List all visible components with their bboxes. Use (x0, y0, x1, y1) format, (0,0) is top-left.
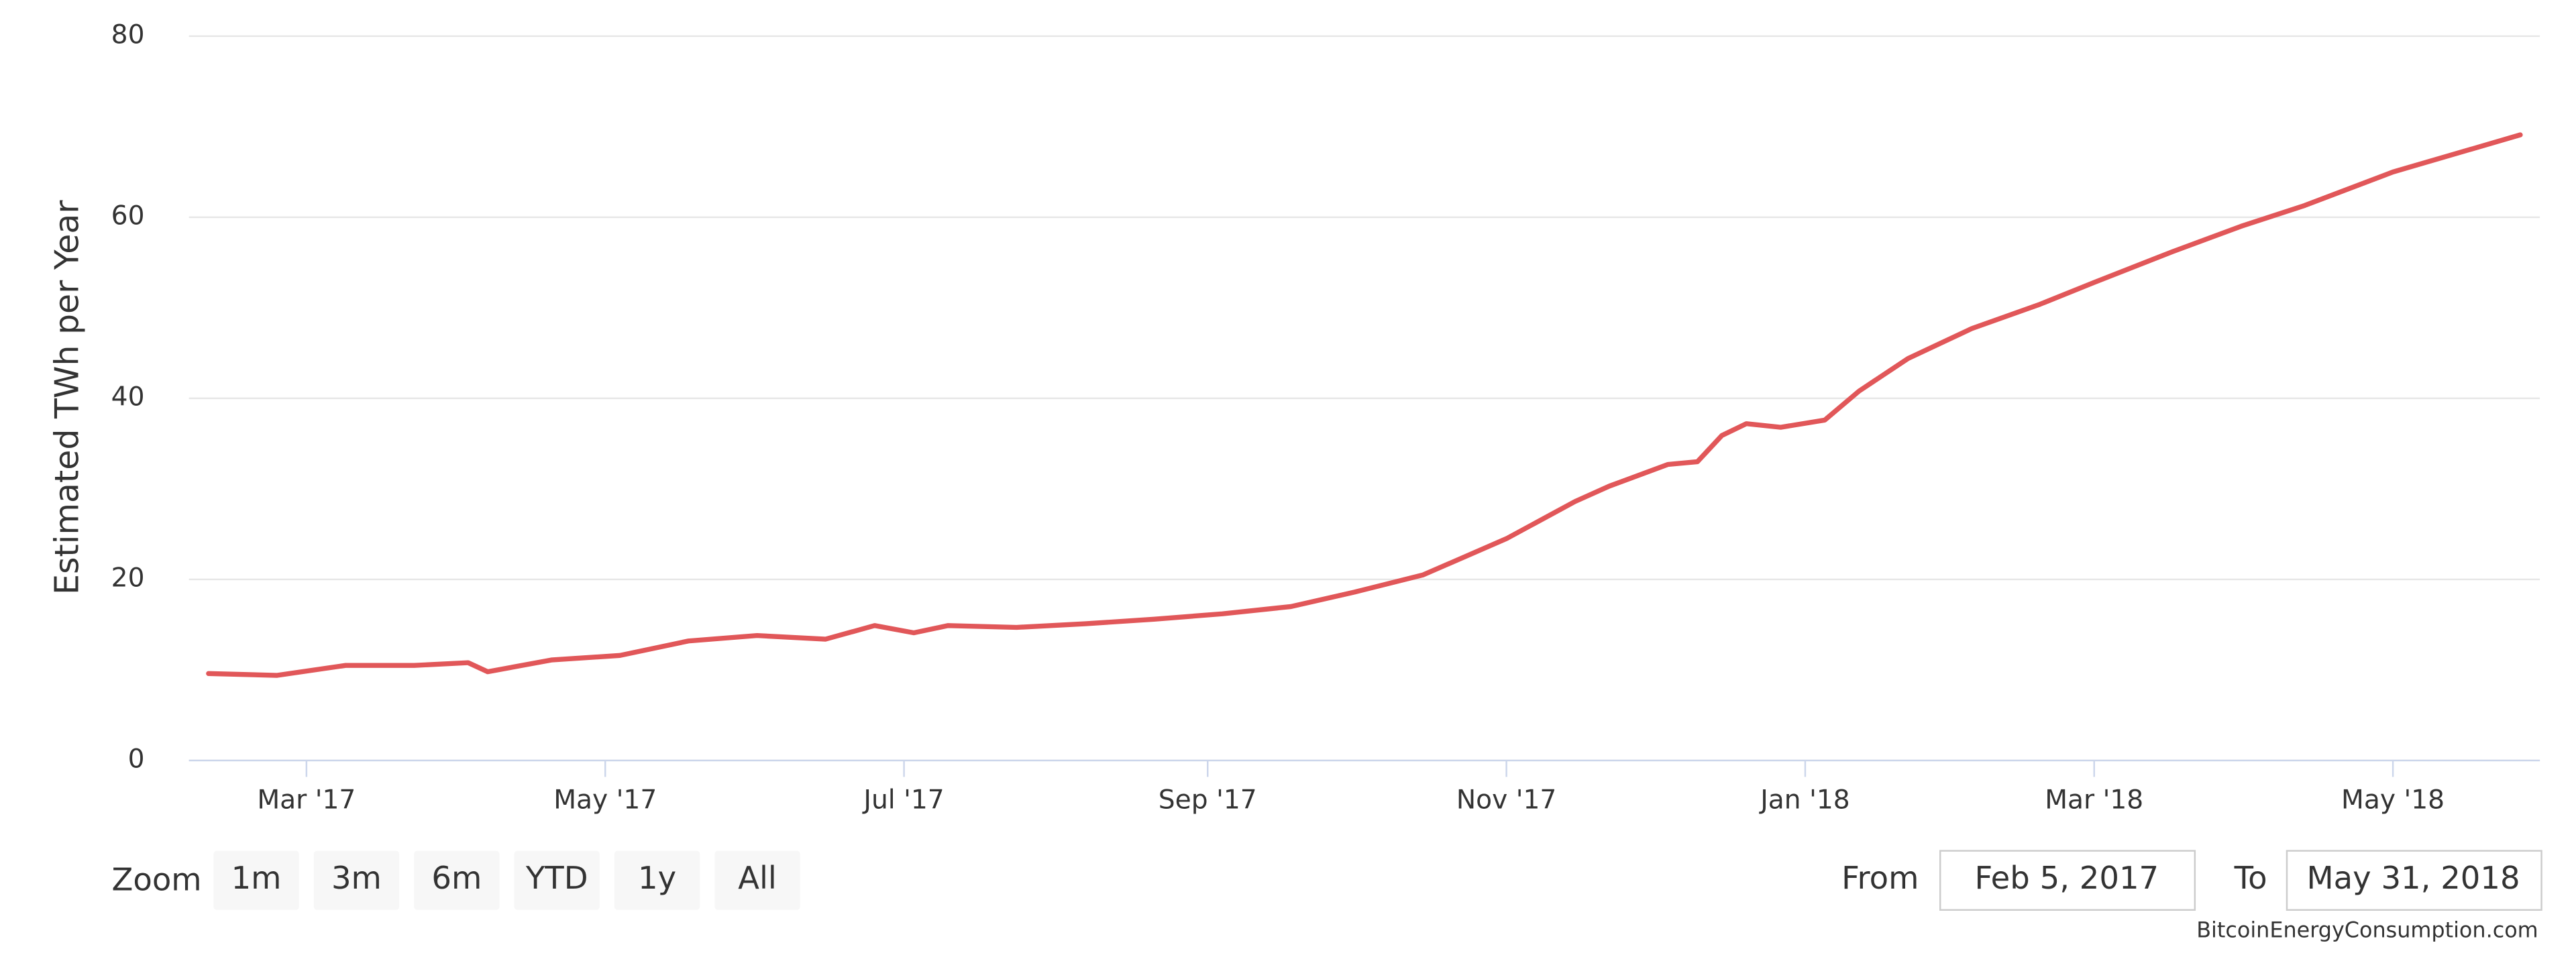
y-tick-label: 80 (111, 19, 145, 50)
to-input[interactable] (2286, 850, 2542, 911)
y-tick-label: 0 (128, 744, 145, 774)
x-tick-label: Jul '17 (861, 785, 944, 816)
zoom-button (714, 850, 800, 910)
to-value[interactable]: May 31, 2018 (2307, 860, 2520, 896)
y-tick-label: 60 (111, 201, 145, 231)
zoom-button-label[interactable]: 1m (231, 860, 282, 896)
from-input[interactable] (1939, 850, 2196, 911)
zoom-button-label[interactable]: 3m (331, 860, 382, 896)
x-tick-label: Nov '17 (1456, 785, 1557, 816)
zoom-button[interactable] (313, 850, 400, 910)
data-line (206, 132, 2523, 678)
zoom-button-label[interactable]: 6m (431, 860, 482, 896)
zoom-button-label[interactable]: 1y (638, 860, 676, 896)
zoom-button-label: All (738, 860, 777, 896)
x-tick-label: May '18 (2341, 785, 2445, 816)
from-value[interactable]: Feb 5, 2017 (1974, 860, 2159, 896)
x-tick-label: Jan '18 (1758, 785, 1849, 816)
zoom-button-label[interactable]: YTD (525, 860, 588, 896)
credit[interactable]: BitcoinEnergyConsumption.com (2196, 917, 2538, 943)
x-tick-label: Sep '17 (1159, 785, 1257, 816)
x-tick-label: Mar '18 (2045, 785, 2143, 816)
y-tick-label: 20 (111, 563, 145, 593)
zoom-button[interactable] (514, 850, 600, 910)
from-label: From (1841, 860, 1919, 896)
x-tick-label: May '17 (553, 785, 657, 816)
x-tick-label: Mar '17 (257, 785, 356, 816)
zoom-label: Zoom (112, 862, 202, 898)
zoom-button[interactable] (414, 850, 500, 910)
zoom-button[interactable] (213, 850, 299, 910)
y-tick-label: 40 (111, 382, 145, 412)
zoom-button[interactable] (614, 850, 700, 910)
y-axis-title: Estimated TWh per Year (48, 200, 86, 595)
to-label: To (2234, 860, 2267, 896)
